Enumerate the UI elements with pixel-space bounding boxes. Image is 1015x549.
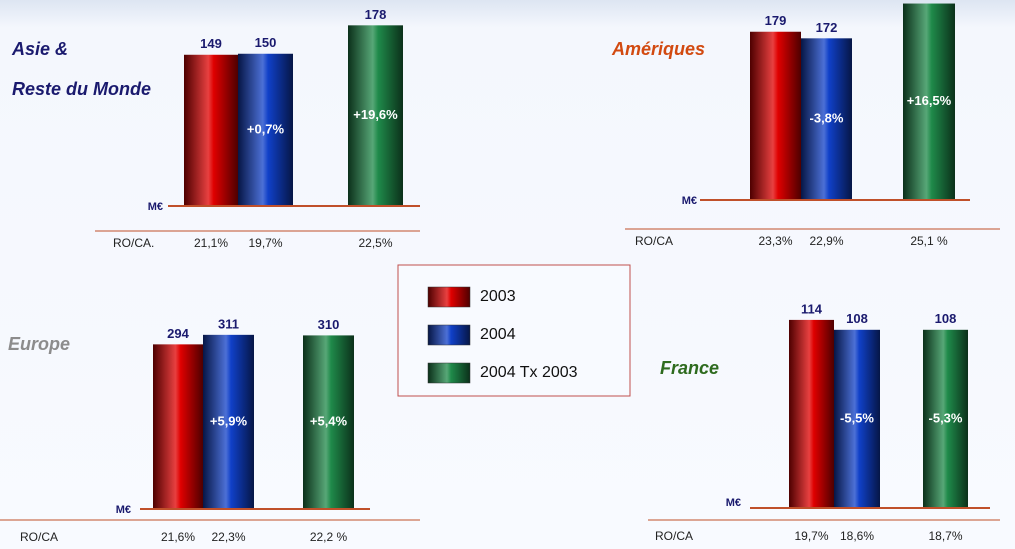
ratio-value: 22,5% (358, 236, 392, 250)
change-label: -3,8% (810, 111, 844, 126)
change-label: +5,4% (310, 414, 348, 429)
ratio-value: 22,3% (211, 530, 245, 544)
legend-swatch (427, 286, 471, 308)
ratio-label: RO/CA (655, 529, 693, 543)
ratio-label: RO/CA (635, 234, 673, 248)
change-label: -5,3% (929, 410, 963, 425)
ratio-value: 22,2 % (310, 530, 348, 544)
legend-label: 2004 Tx 2003 (480, 364, 578, 381)
ratio-value: 19,7% (794, 529, 828, 543)
legend-label: 2003 (480, 288, 516, 305)
unit-label: M€ (116, 504, 131, 516)
chart-title: France (660, 358, 719, 378)
bar (203, 334, 254, 509)
ratio-value: 19,7% (248, 236, 282, 250)
ratio-label: RO/CA. (113, 236, 154, 250)
ratio-value: 18,6% (840, 529, 874, 543)
unit-label: M€ (726, 497, 741, 509)
bar (923, 329, 968, 508)
value-label: 179 (765, 13, 787, 28)
change-label: +16,5% (907, 93, 952, 108)
ratio-label: RO/CA (20, 530, 58, 544)
chart-title: Reste du Monde (12, 79, 151, 99)
value-label: 294 (167, 326, 189, 341)
chart-title: Amériques (611, 39, 705, 59)
unit-label: M€ (148, 201, 163, 213)
bar (348, 25, 403, 206)
value-label: 114 (801, 301, 823, 316)
value-label: 178 (365, 7, 387, 22)
bar (153, 344, 203, 509)
ratio-value: 18,7% (928, 529, 962, 543)
legend-swatch (427, 324, 471, 346)
ratio-value: 25,1 % (910, 234, 948, 248)
unit-label: M€ (682, 195, 697, 207)
value-label: 150 (255, 35, 277, 50)
ratio-value: 22,9% (809, 234, 843, 248)
chart-title: Asie & (11, 39, 68, 59)
value-label: 172 (816, 20, 838, 35)
bar (834, 329, 880, 508)
bar (789, 319, 834, 508)
change-label: +19,6% (353, 107, 398, 122)
legend-label: 2004 (480, 326, 516, 343)
value-label: 149 (200, 36, 222, 51)
change-label: +5,9% (210, 413, 248, 428)
value-label: 108 (935, 311, 957, 326)
value-label: 108 (846, 311, 868, 326)
bar (801, 38, 852, 200)
chart-title: Europe (8, 334, 70, 354)
ratio-value: 21,1% (194, 236, 228, 250)
bar (184, 54, 238, 206)
change-label: +0,7% (247, 121, 285, 136)
value-label: 310 (318, 317, 340, 332)
change-label: -5,5% (840, 410, 874, 425)
bar (303, 335, 354, 509)
value-label: 311 (218, 316, 239, 331)
ratio-value: 23,3% (758, 234, 792, 248)
bar (750, 31, 801, 200)
bar (903, 3, 955, 201)
ratio-value: 21,6% (161, 530, 195, 544)
legend-swatch (427, 362, 471, 384)
bar (238, 53, 293, 206)
